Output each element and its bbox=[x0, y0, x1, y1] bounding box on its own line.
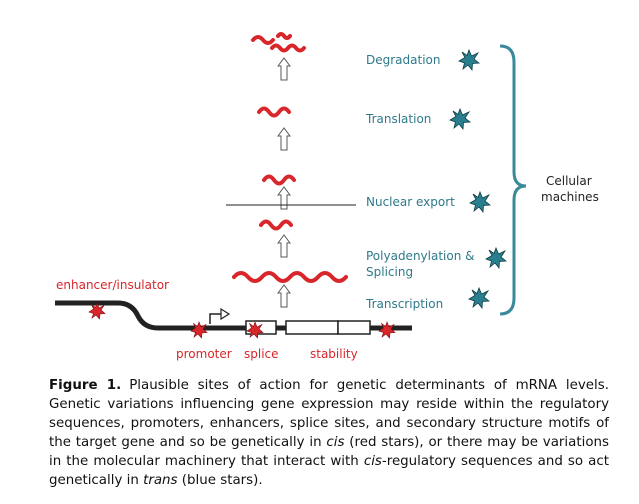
cellular-machines-label: machines bbox=[541, 190, 599, 204]
label-promoter: promoter bbox=[176, 347, 232, 361]
label-enhancer: enhancer/insulator bbox=[56, 278, 169, 292]
mrna-export-lower bbox=[259, 219, 293, 231]
step-transcription: Transcription bbox=[365, 297, 443, 311]
promoter-arrow-icon bbox=[209, 313, 222, 324]
step-translation: Translation bbox=[365, 112, 431, 126]
caption-text: (blue stars). bbox=[177, 473, 263, 488]
blue-star-icon bbox=[458, 49, 480, 71]
blue-star-icon bbox=[449, 108, 471, 130]
arrow-up-icon bbox=[277, 186, 291, 210]
mrna-diagram: Degradation Translation Nuclear export P… bbox=[55, 32, 599, 361]
caption-cis: cis bbox=[363, 454, 382, 469]
step-polyadenylation: Polyadenylation & bbox=[366, 249, 475, 263]
mrna-degraded-fragments bbox=[251, 32, 306, 53]
cellular-machines-label: Cellular bbox=[546, 174, 592, 188]
caption-trans: trans bbox=[143, 473, 178, 488]
gene-exon-box bbox=[285, 320, 339, 335]
step-nuclear-export: Nuclear export bbox=[366, 195, 455, 209]
machines-brace bbox=[499, 44, 527, 316]
gene-exon-box bbox=[337, 320, 371, 335]
caption-cis: cis bbox=[326, 435, 345, 450]
caption-label: Figure 1. bbox=[49, 378, 122, 393]
blue-star-icon bbox=[485, 247, 507, 269]
arrow-up-icon bbox=[277, 284, 291, 308]
caption-text: Plausible sites of action for genetic de… bbox=[49, 378, 609, 450]
arrow-up-icon bbox=[277, 234, 291, 258]
mrna-export-upper bbox=[262, 174, 296, 186]
step-splicing: Splicing bbox=[366, 265, 413, 279]
arrow-up-icon bbox=[277, 127, 291, 151]
figure-caption: Figure 1. Plausible sites of action for g… bbox=[49, 376, 609, 490]
caption-text: (red stars), or there may be variations … bbox=[49, 435, 609, 469]
caption-text: -regulatory sequences and so act genetic… bbox=[49, 454, 609, 488]
dna-strand bbox=[55, 300, 412, 331]
mrna-translation bbox=[257, 106, 291, 118]
mrna-transcript bbox=[232, 271, 348, 283]
arrow-up-icon bbox=[277, 57, 291, 81]
blue-star-icon bbox=[469, 191, 491, 213]
label-splice: splice bbox=[244, 347, 279, 361]
label-stability: stability bbox=[310, 347, 358, 361]
promoter-arrow-head bbox=[220, 307, 231, 321]
step-degradation: Degradation bbox=[366, 53, 440, 67]
blue-star-icon bbox=[468, 287, 490, 309]
